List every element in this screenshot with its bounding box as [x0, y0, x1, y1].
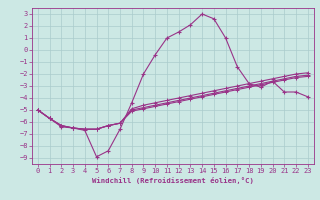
- X-axis label: Windchill (Refroidissement éolien,°C): Windchill (Refroidissement éolien,°C): [92, 177, 254, 184]
